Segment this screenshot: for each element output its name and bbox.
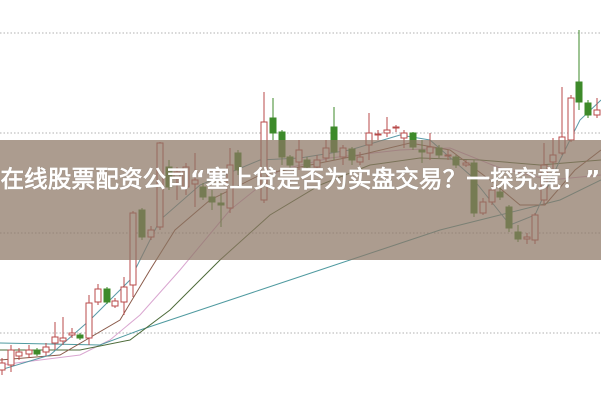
candle-body <box>76 334 84 339</box>
candle-body <box>0 362 6 371</box>
candle-up <box>51 322 59 350</box>
candle-up <box>25 345 33 358</box>
candle-up <box>59 317 67 345</box>
candle-body <box>33 349 41 355</box>
candle-down <box>103 287 111 304</box>
candle-body <box>15 351 23 357</box>
article-title: 在线股票配资公司“塞上贷是否为实盘交易？一探究竟！” <box>0 165 601 193</box>
candle-body <box>269 117 277 134</box>
candle-body <box>7 349 15 366</box>
candle-down <box>33 348 41 356</box>
candle-up <box>567 95 575 142</box>
candle-body <box>94 288 102 303</box>
candle-up <box>383 117 391 137</box>
candle-up <box>593 98 601 118</box>
candle-body <box>111 300 119 307</box>
candle-up <box>392 125 400 132</box>
candle-up <box>120 277 128 315</box>
candle-up <box>15 348 23 360</box>
candle-body <box>25 349 33 355</box>
candle-body <box>575 81 583 103</box>
candle-body <box>567 97 575 141</box>
candle-up <box>111 298 119 308</box>
title-banner <box>0 140 601 260</box>
candle-down <box>269 98 277 140</box>
candle-up <box>68 328 76 338</box>
candle-body <box>103 288 111 303</box>
candle-body <box>593 109 601 116</box>
candle-up <box>85 295 93 345</box>
candle-up <box>0 358 6 375</box>
candle-body <box>400 132 408 139</box>
candle-up <box>374 130 382 140</box>
candle-body <box>42 346 50 353</box>
candle-down <box>575 30 583 110</box>
candle-up <box>7 345 15 372</box>
candle-body <box>383 129 391 134</box>
candle-body <box>51 336 59 344</box>
candle-body <box>120 286 128 303</box>
candle-body <box>85 302 93 339</box>
candle-body <box>59 337 67 342</box>
candle-down <box>584 100 592 118</box>
candle-up <box>94 284 102 305</box>
candle-body <box>68 332 76 336</box>
candle-body <box>584 102 592 116</box>
candle-body <box>392 126 400 129</box>
candle-up <box>42 343 50 356</box>
candle-down <box>76 333 84 340</box>
candle-body <box>374 133 382 136</box>
